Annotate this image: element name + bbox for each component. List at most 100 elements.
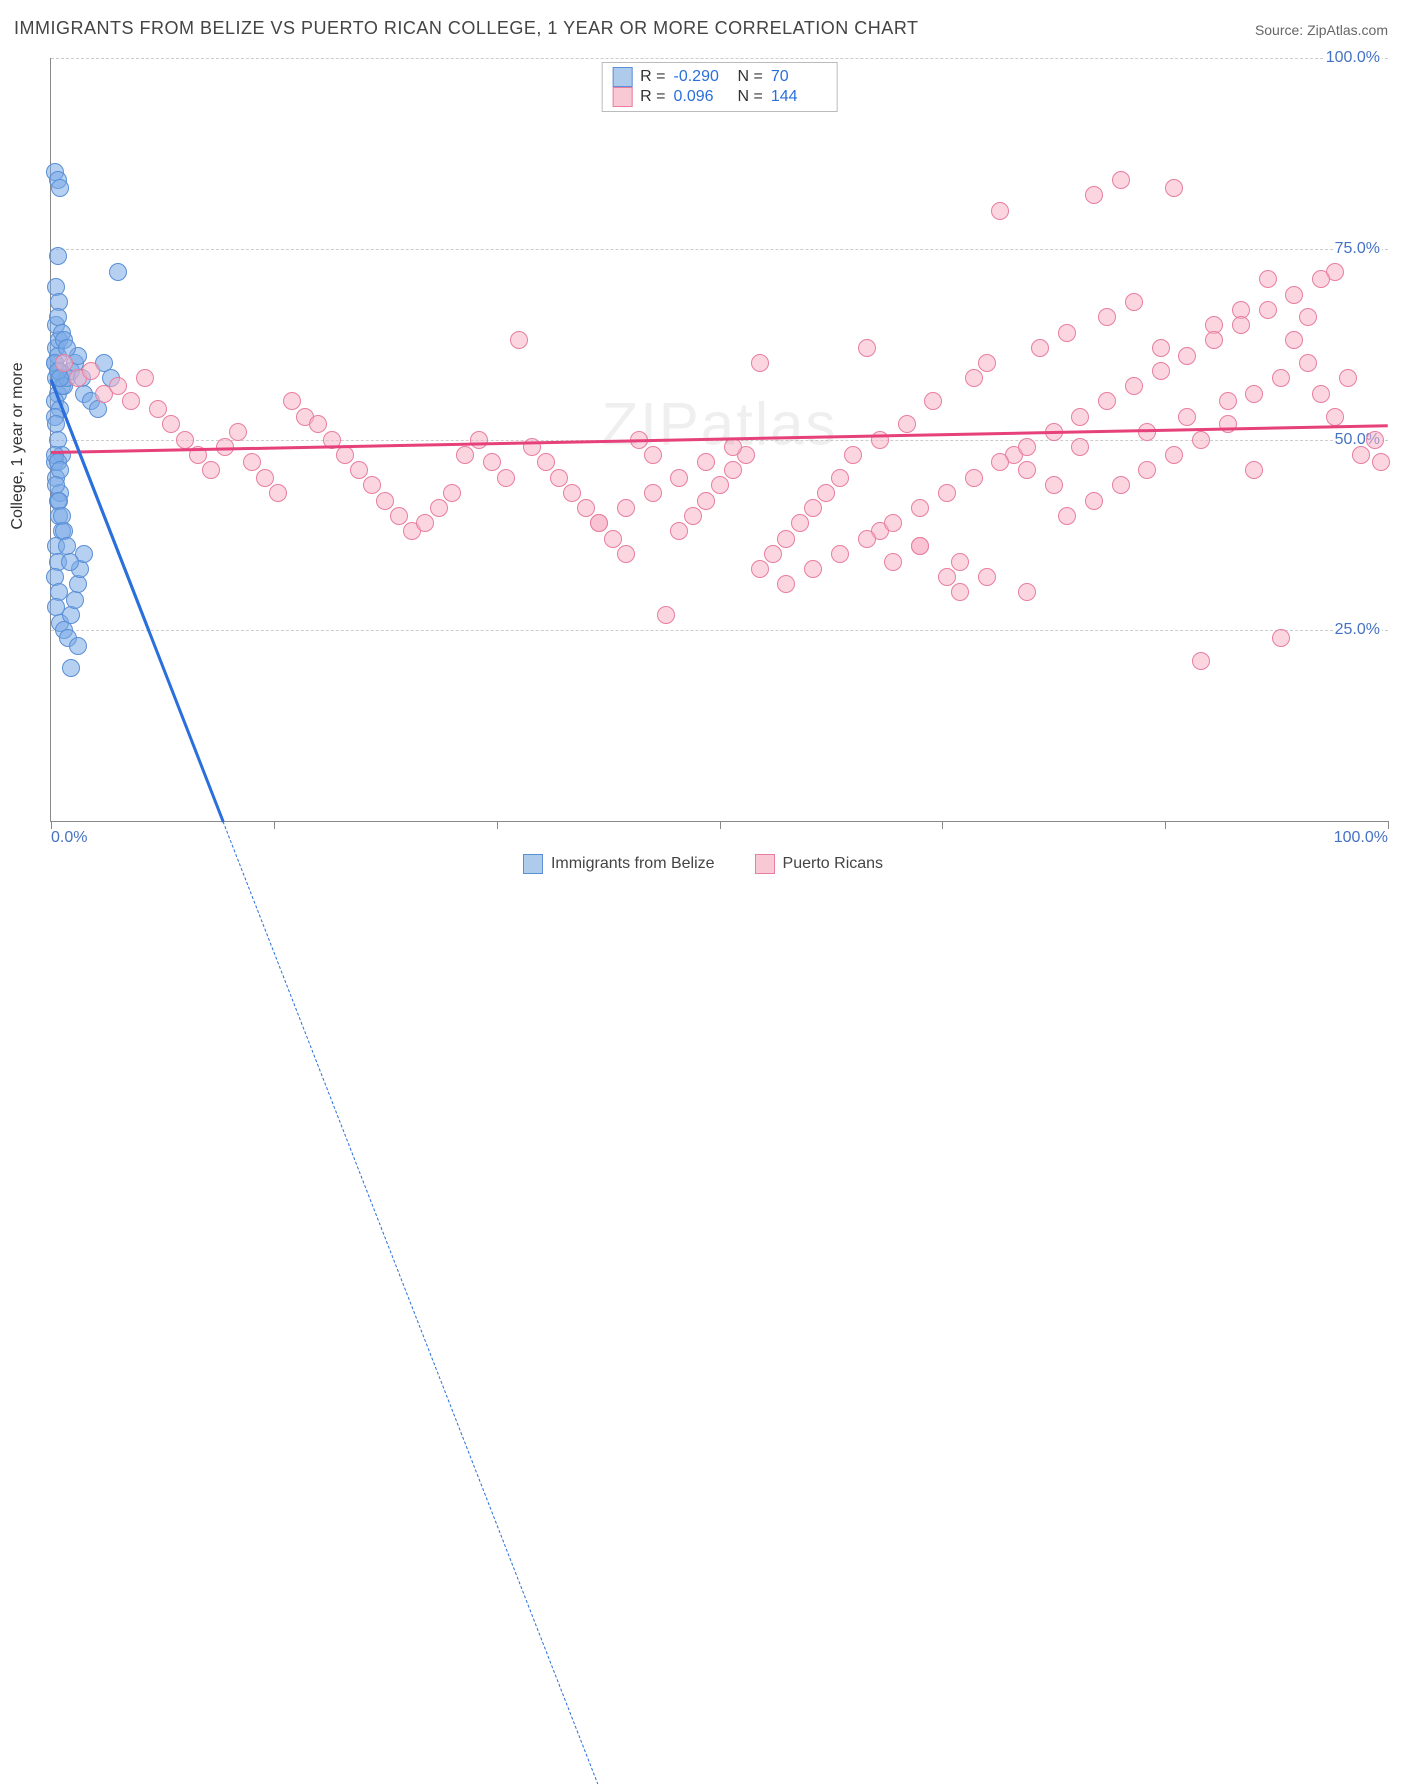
y-tick-label: 25.0%: [1333, 621, 1382, 639]
scatter-point: [711, 476, 729, 494]
scatter-point: [1259, 301, 1277, 319]
x-tick-label-min: 0.0%: [51, 829, 87, 847]
scatter-point: [69, 575, 87, 593]
x-tick: [274, 821, 275, 829]
scatter-point: [1372, 453, 1390, 471]
scatter-point: [1205, 331, 1223, 349]
stat-r-value: 0.096: [674, 88, 730, 106]
source-attribution: Source: ZipAtlas.com: [1255, 22, 1388, 38]
scatter-point: [376, 492, 394, 510]
scatter-point: [1178, 408, 1196, 426]
scatter-point: [550, 469, 568, 487]
scatter-point: [82, 362, 100, 380]
scatter-point: [697, 453, 715, 471]
scatter-point: [176, 431, 194, 449]
gridline: [51, 249, 1388, 250]
scatter-point: [61, 553, 79, 571]
scatter-point: [470, 431, 488, 449]
scatter-point: [938, 484, 956, 502]
x-tick: [942, 821, 943, 829]
scatter-point: [1299, 354, 1317, 372]
scatter-point: [938, 568, 956, 586]
scatter-point: [1352, 446, 1370, 464]
scatter-point: [1125, 377, 1143, 395]
scatter-point: [51, 179, 69, 197]
scatter-point: [1125, 293, 1143, 311]
scatter-point: [831, 469, 849, 487]
scatter-point: [884, 553, 902, 571]
x-tick: [51, 821, 52, 829]
scatter-point: [1085, 492, 1103, 510]
scatter-point: [1366, 431, 1384, 449]
scatter-point: [1285, 331, 1303, 349]
scatter-point: [256, 469, 274, 487]
scatter-point: [1219, 392, 1237, 410]
scatter-point: [309, 415, 327, 433]
scatter-point: [604, 530, 622, 548]
legend-item: Immigrants from Belize: [523, 854, 715, 874]
scatter-point: [149, 400, 167, 418]
scatter-point: [831, 545, 849, 563]
scatter-point: [269, 484, 287, 502]
legend-swatch: [612, 87, 632, 107]
legend-swatch: [523, 854, 543, 874]
scatter-point: [1152, 362, 1170, 380]
scatter-point: [109, 377, 127, 395]
scatter-point: [49, 247, 67, 265]
scatter-point: [951, 583, 969, 601]
stats-row: R =-0.290N =70: [612, 67, 827, 87]
scatter-point: [590, 514, 608, 532]
scatter-point: [1058, 324, 1076, 342]
scatter-point: [1112, 171, 1130, 189]
scatter-point: [777, 575, 795, 593]
scatter-point: [1098, 308, 1116, 326]
legend-label: Puerto Ricans: [783, 855, 884, 873]
stat-n-label: N =: [738, 88, 763, 106]
x-tick: [1388, 821, 1389, 829]
scatter-point: [537, 453, 555, 471]
stat-r-label: R =: [640, 68, 665, 86]
x-tick: [497, 821, 498, 829]
scatter-point: [1045, 476, 1063, 494]
legend-item: Puerto Ricans: [755, 854, 884, 874]
scatter-point: [510, 331, 528, 349]
stat-r-value: -0.290: [674, 68, 730, 86]
scatter-point: [1152, 339, 1170, 357]
scatter-point: [1018, 583, 1036, 601]
scatter-point: [1178, 347, 1196, 365]
scatter-point: [751, 354, 769, 372]
scatter-point: [497, 469, 515, 487]
scatter-point: [202, 461, 220, 479]
scatter-point: [965, 369, 983, 387]
scatter-point: [1071, 438, 1089, 456]
legend-swatch: [612, 67, 632, 87]
scatter-point: [817, 484, 835, 502]
scatter-point: [1299, 308, 1317, 326]
scatter-point: [911, 537, 929, 555]
legend-label: Immigrants from Belize: [551, 855, 715, 873]
scatter-point: [363, 476, 381, 494]
scatter-point: [1138, 461, 1156, 479]
scatter-point: [1192, 652, 1210, 670]
x-tick-label-max: 100.0%: [1334, 829, 1388, 847]
scatter-point: [62, 659, 80, 677]
x-tick: [720, 821, 721, 829]
scatter-point: [670, 522, 688, 540]
scatter-point: [1098, 392, 1116, 410]
scatter-point: [791, 514, 809, 532]
scatter-point: [644, 446, 662, 464]
scatter-point: [777, 530, 795, 548]
scatter-point: [1312, 270, 1330, 288]
stat-n-label: N =: [738, 68, 763, 86]
stat-r-label: R =: [640, 88, 665, 106]
scatter-point: [1245, 385, 1263, 403]
gridline: [51, 58, 1388, 59]
scatter-point: [844, 446, 862, 464]
scatter-point: [1112, 476, 1130, 494]
scatter-point: [1245, 461, 1263, 479]
scatter-point: [684, 507, 702, 525]
scatter-point: [724, 461, 742, 479]
scatter-point: [617, 499, 635, 517]
scatter-point: [1285, 286, 1303, 304]
scatter-point: [884, 514, 902, 532]
